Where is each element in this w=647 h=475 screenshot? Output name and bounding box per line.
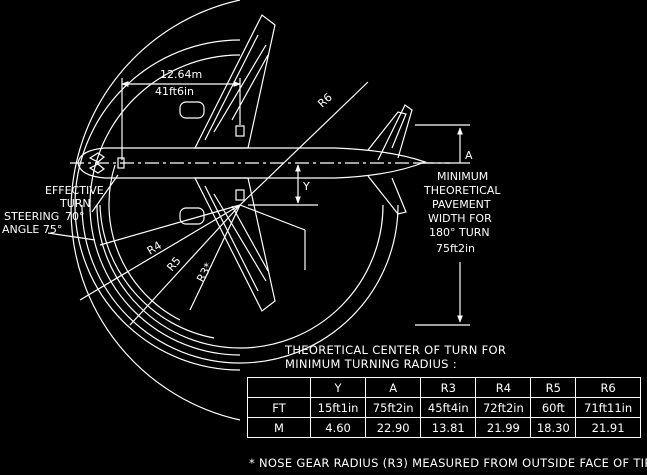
label-r6: R6 bbox=[315, 91, 335, 110]
label-effective-3: 70° bbox=[65, 210, 85, 223]
stabilizer-lower bbox=[367, 175, 407, 215]
table-cell: 60ft bbox=[530, 397, 577, 418]
table-cell: 72ft2in bbox=[475, 397, 532, 418]
table-header: A bbox=[365, 377, 422, 398]
footnote: * NOSE GEAR RADIUS (R3) MEASURED FROM OU… bbox=[249, 456, 647, 470]
table-cell: 75ft2in bbox=[365, 397, 422, 418]
table-cell: 21.91 bbox=[575, 417, 641, 438]
arc-r6-inner bbox=[89, 54, 241, 356]
table-cell: FT bbox=[247, 397, 311, 418]
arc-r4-right bbox=[239, 204, 399, 364]
table-cell: 45ft4in bbox=[420, 397, 477, 418]
arc-r4 bbox=[81, 204, 241, 364]
table-cell: 18.30 bbox=[530, 417, 577, 438]
table-header: R3 bbox=[420, 377, 477, 398]
table-header: R5 bbox=[530, 377, 577, 398]
vertical-tail bbox=[377, 104, 413, 161]
label-y: Y bbox=[302, 180, 310, 193]
label-pavement-6: 75ft2in bbox=[436, 242, 475, 255]
label-r5: R5 bbox=[164, 254, 183, 274]
arc-r5-right bbox=[239, 204, 384, 349]
arc-pavement bbox=[70, 0, 241, 421]
label-pavement-1: MINIMUM bbox=[437, 170, 488, 183]
label-r4: R4 bbox=[145, 239, 164, 258]
table-header: Y bbox=[309, 377, 367, 398]
dim-meters: 12.64m bbox=[160, 68, 202, 81]
label-pavement-4: WIDTH FOR bbox=[428, 212, 492, 225]
label-steering-2: ANGLE 75° bbox=[2, 223, 62, 236]
wing-lower bbox=[194, 177, 276, 312]
table-row: FT 15ft1in 75ft2in 45ft4in 72ft2in 60ft … bbox=[247, 397, 641, 418]
caption-line-1: THEORETICAL CENTER OF TURN FOR bbox=[285, 343, 507, 357]
table-header: R6 bbox=[575, 377, 641, 398]
engine-lower bbox=[179, 207, 205, 225]
table-header-row: Y A R3 R4 R5 R6 bbox=[247, 377, 641, 398]
table-cell: 22.90 bbox=[365, 417, 422, 438]
table-cell: 21.99 bbox=[475, 417, 532, 438]
arc-r5 bbox=[96, 204, 241, 349]
label-pavement-5: 180° TURN bbox=[429, 226, 490, 239]
table-cell: M bbox=[247, 417, 311, 438]
dim-feet: 41ft6in bbox=[155, 85, 194, 98]
arc-r3 bbox=[108, 164, 181, 321]
label-pavement-2: THEORETICAL bbox=[423, 184, 501, 197]
wing-upper bbox=[194, 14, 276, 149]
label-pavement-3: PAVEMENT bbox=[432, 198, 491, 211]
caption: THEORETICAL CENTER OF TURN FOR MINIMUM TU… bbox=[285, 343, 506, 371]
arc-small bbox=[99, 204, 215, 339]
table-header: R4 bbox=[475, 377, 532, 398]
table-header bbox=[247, 377, 311, 398]
turning-radius-table: Y A R3 R4 R5 R6 FT 15ft1in 75ft2in 45ft4… bbox=[247, 377, 641, 438]
table-cell: 13.81 bbox=[420, 417, 477, 438]
label-effective-2: TURN bbox=[59, 197, 91, 210]
table-cell: 71ft11in bbox=[575, 397, 641, 418]
cockpit-windows bbox=[88, 152, 106, 174]
engine-upper bbox=[179, 101, 205, 119]
label-effective-1: EFFECTIVE bbox=[45, 184, 104, 197]
arc-r6 bbox=[74, 39, 241, 371]
table-cell: 4.60 bbox=[309, 417, 367, 438]
table-cell: 15ft1in bbox=[309, 397, 367, 418]
label-steering-1: STEERING bbox=[4, 210, 59, 223]
stabilizer-upper bbox=[367, 111, 407, 151]
fuselage bbox=[77, 147, 427, 179]
label-a: A bbox=[465, 149, 473, 162]
table-row: M 4.60 22.90 13.81 21.99 18.30 21.91 bbox=[247, 417, 641, 438]
caption-line-2: MINIMUM TURNING RADIUS : bbox=[285, 357, 457, 371]
